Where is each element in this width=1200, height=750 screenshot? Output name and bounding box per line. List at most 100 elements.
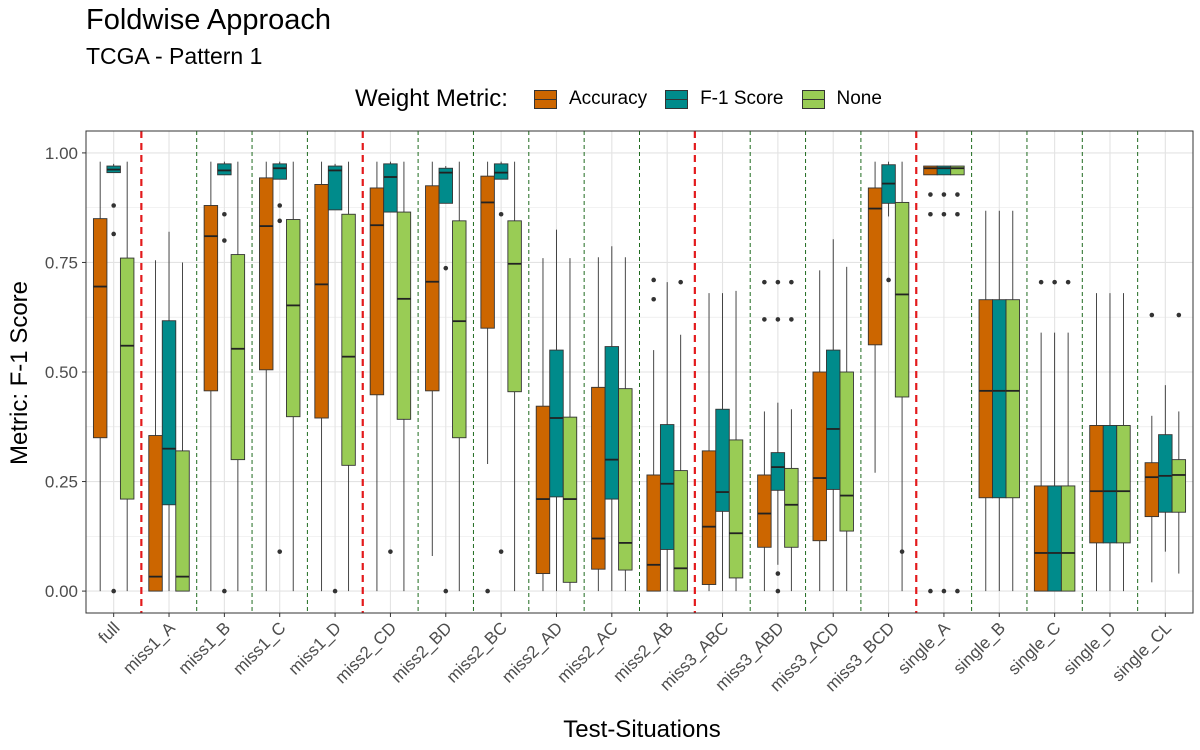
box-accuracy	[757, 474, 772, 548]
box-group-miss2_CD	[369, 161, 412, 592]
outlier-point-none	[955, 588, 960, 594]
outlier-point-none	[899, 549, 905, 554]
outlier-point-f-1-score	[941, 211, 947, 217]
y-tick-label: 0.25	[45, 473, 78, 492]
outlier-point-f-1-score	[498, 211, 504, 217]
y-axis-title: Metric: F-1 Score	[6, 280, 33, 466]
outlier-point-f-1-score	[111, 588, 116, 594]
chart-subtitle: TCGA - Pattern 1	[86, 43, 263, 69]
box-none	[1060, 485, 1076, 592]
box-f-1-score	[549, 349, 564, 498]
outlier-point-accuracy	[928, 192, 933, 197]
outlier-point-f-1-score	[277, 549, 283, 554]
outlier-point-f-1-score	[332, 588, 338, 594]
box-none	[286, 219, 301, 418]
outlier-point-f-1-score	[775, 317, 781, 322]
box-group-miss3_ABC	[701, 290, 744, 592]
box-none	[230, 254, 246, 461]
box-group-single_B	[978, 210, 1020, 592]
box-none	[396, 211, 412, 420]
box-f-1-score	[1158, 434, 1173, 513]
box-accuracy	[701, 450, 717, 585]
outlier-point-f-1-score	[1052, 279, 1057, 285]
box-none	[618, 388, 633, 571]
box-group-miss3_ABD	[757, 279, 799, 594]
x-tick-label-miss1_A: miss1_A	[119, 618, 179, 678]
outlier-point-accuracy	[1038, 279, 1044, 285]
box-group-miss1_B	[203, 161, 246, 594]
y-tick-label: 0.00	[45, 582, 78, 601]
outlier-point-none	[678, 279, 683, 285]
box-accuracy	[1033, 485, 1049, 592]
outlier-point-f-1-score	[111, 231, 116, 237]
outlier-point-f-1-score	[941, 588, 947, 594]
outlier-point-f-1-score	[498, 549, 504, 554]
outlier-point-accuracy	[651, 296, 656, 302]
legend-label-none: None	[836, 88, 882, 109]
outlier-point-none	[789, 279, 794, 285]
box-accuracy	[646, 474, 661, 592]
chart-title: Foldwise Approach	[86, 4, 332, 36]
box-group-single_C	[1033, 279, 1076, 592]
x-tick-label-single_B: single_B	[950, 618, 1010, 678]
box-f-1-score	[659, 424, 675, 550]
box-none	[1171, 459, 1187, 513]
box-none	[1005, 299, 1020, 499]
x-tick-label-full: full	[95, 618, 124, 647]
outlier-point-f-1-score	[775, 571, 781, 576]
x-axis-title: Test-Situations	[563, 716, 721, 743]
box-f-1-score	[604, 346, 620, 500]
box-none	[507, 220, 522, 393]
legend-key-f1	[665, 89, 689, 109]
outlier-point-f-1-score	[277, 218, 283, 224]
y-tick-label: 0.75	[45, 253, 78, 272]
box-none	[728, 439, 744, 579]
box-accuracy	[1089, 425, 1104, 544]
box-group-miss2_BC	[480, 161, 522, 594]
box-group-single_A	[923, 165, 965, 594]
outlier-point-f-1-score	[941, 192, 947, 197]
box-accuracy	[259, 177, 274, 371]
x-tick-label-single_C: single_C	[1004, 618, 1064, 678]
outlier-point-accuracy	[928, 588, 933, 594]
outlier-point-none	[789, 317, 794, 322]
box-accuracy	[480, 175, 495, 329]
box-f-1-score	[715, 408, 730, 512]
box-accuracy	[148, 435, 163, 592]
box-none	[894, 201, 910, 398]
box-none	[341, 213, 356, 466]
box-group-miss1_D	[314, 161, 356, 594]
box-accuracy	[203, 205, 219, 392]
box-accuracy	[978, 299, 993, 499]
outlier-point-f-1-score	[886, 277, 891, 283]
legend-item-none: None	[801, 88, 882, 110]
outlier-point-none	[1065, 279, 1071, 285]
box-accuracy	[535, 405, 551, 575]
box-none	[839, 371, 854, 532]
box-f-1-score	[992, 299, 1007, 499]
legend-key-none	[801, 89, 825, 109]
box-f-1-score	[1047, 485, 1062, 592]
outlier-point-accuracy	[762, 279, 767, 285]
box-group-single_CL	[1144, 312, 1187, 583]
box-none	[784, 467, 799, 548]
box-none	[119, 257, 135, 500]
box-f-1-score	[272, 163, 287, 180]
box-accuracy	[92, 218, 108, 439]
box-f-1-score	[1102, 425, 1118, 544]
outlier-point-accuracy	[485, 588, 490, 594]
box-f-1-score	[161, 320, 177, 506]
legend-label-accuracy: Accuracy	[568, 88, 648, 109]
box-accuracy	[591, 386, 606, 570]
outlier-point-f-1-score	[388, 549, 393, 554]
box-none	[950, 165, 965, 176]
outlier-point-accuracy	[651, 277, 656, 283]
box-accuracy	[812, 371, 827, 542]
box-accuracy	[1144, 462, 1160, 518]
legend-item-f1: F-1 Score	[665, 88, 784, 110]
box-group-miss3_BCD	[867, 161, 910, 592]
box-group-miss1_C	[259, 161, 301, 592]
box-group-miss1_A	[148, 231, 190, 592]
legend-title: Weight Metric:	[355, 85, 508, 112]
